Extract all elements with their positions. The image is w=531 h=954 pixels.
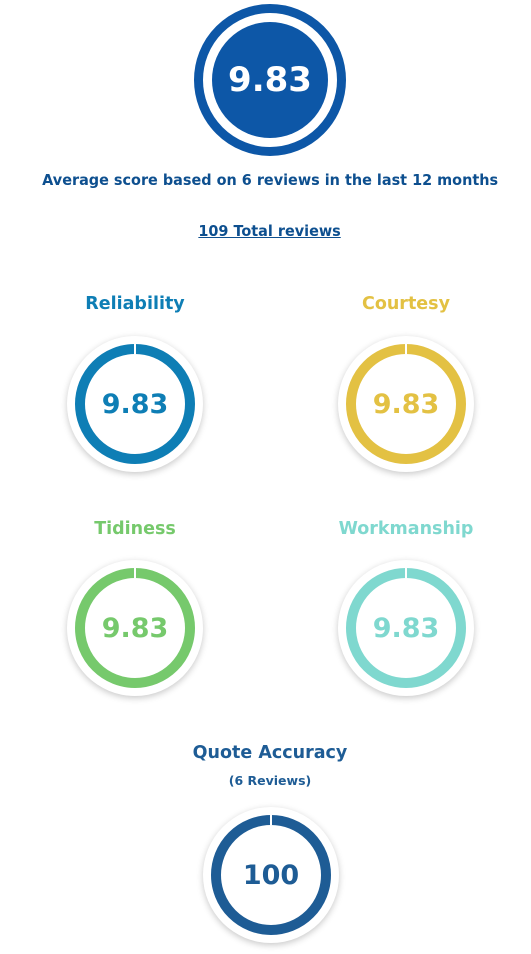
workmanship-score-value: 9.83 [372,612,440,644]
courtesy-score-value: 9.83 [372,388,440,420]
quote-accuracy-score-ring: 100 [211,815,331,935]
ring-notch [405,344,407,354]
ring-notch [134,568,136,578]
tidiness-score-value: 9.83 [101,612,169,644]
total-reviews-link[interactable]: 109 Total reviews [198,222,342,240]
total-reviews-container: 109 Total reviews [0,221,531,240]
ring-notch [405,568,407,578]
overall-score-value: 9.83 [212,22,328,138]
ring-notch [270,815,272,825]
quote-accuracy-score-badge: 100 [203,807,339,943]
quote-accuracy-score-value: 100 [242,859,300,891]
quote-accuracy-review-count: (6 Reviews) [228,773,312,788]
reliability-score-badge: 9.83 [67,336,203,472]
tidiness-score-ring: 9.83 [75,568,195,688]
overall-score-ring: 9.83 [194,4,346,156]
reliability-label: Reliability [85,294,185,314]
quote-accuracy-label: Quote Accuracy [192,743,348,763]
tidiness-score-badge: 9.83 [67,560,203,696]
courtesy-label: Courtesy [361,294,450,314]
workmanship-score-ring: 9.83 [346,568,466,688]
courtesy-score-badge: 9.83 [338,336,474,472]
tidiness-label: Tidiness [94,519,176,539]
average-score-text: Average score based on 6 reviews in the … [42,171,498,189]
reliability-score-value: 9.83 [101,388,169,420]
workmanship-label: Workmanship [338,519,474,539]
ring-notch [134,344,136,354]
reliability-score-ring: 9.83 [75,344,195,464]
courtesy-score-ring: 9.83 [346,344,466,464]
average-score-description: Average score based on 6 reviews in the … [0,171,531,189]
workmanship-score-badge: 9.83 [338,560,474,696]
